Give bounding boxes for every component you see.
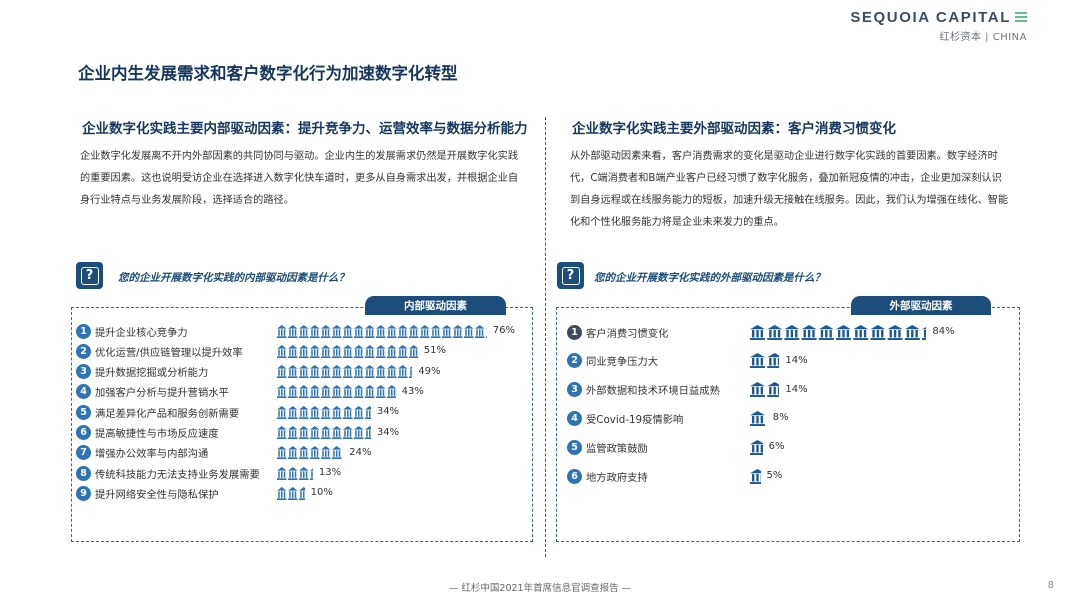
rank-marker: 7: [76, 445, 91, 461]
internal-factors-tab: 内部驱动因素: [365, 296, 506, 315]
brand-name: SEQUOIA CAPITAL: [850, 9, 1011, 26]
rank-marker: 1: [76, 323, 91, 339]
pictograph-bar: [277, 405, 371, 419]
category-label: 提升企业核心竞争力: [95, 326, 188, 339]
pictograph-bar: [750, 324, 927, 340]
category-label: 加强客户分析与提升营销水平: [95, 387, 229, 400]
value-label: 10%: [310, 487, 333, 499]
external-factors-tab: 外部驱动因素: [851, 296, 991, 315]
rank-marker: 5: [567, 439, 582, 455]
rank-marker: 8: [76, 465, 91, 481]
rank-marker: 2: [567, 353, 582, 369]
column-divider: [545, 117, 546, 557]
chart-row: 7 增强办公效率与内部沟通: [76, 444, 208, 462]
rank-marker: 1: [567, 324, 582, 340]
category-label: 客户消费习惯变化: [586, 327, 669, 340]
value-label: 13%: [318, 467, 342, 479]
chart-row: 1 提升企业核心竞争力: [76, 322, 188, 340]
category-label: 传统科技能力无法支持业务发展需要: [95, 468, 260, 481]
category-label: 同业竞争压力大: [586, 356, 659, 369]
pictograph-bar: [277, 344, 418, 358]
brand-logo: SEQUOIA CAPITAL 红杉资本 | CHINA: [850, 9, 1027, 43]
question-icon: ?: [557, 262, 584, 289]
rank-marker: 9: [76, 485, 91, 501]
chart-row: 2 优化运营/供应链管理以提升效率: [76, 342, 243, 360]
left-column-title: 企业数字化实践主要内部驱动因素：提升竞争力、运营效率与数据分析能力: [82, 121, 528, 137]
pictograph-bar: [750, 410, 765, 426]
pictograph-bar: [277, 324, 487, 338]
pictograph-bar: [750, 353, 780, 369]
value-label: 34%: [376, 406, 400, 418]
value-label: 49%: [418, 365, 441, 377]
value-label: 43%: [401, 385, 424, 397]
pictograph-bar: [277, 486, 305, 500]
right-paragraph: 从外部驱动因素来看，客户消费需求的变化是驱动企业进行数字化实践的首要因素。数字经…: [570, 151, 1009, 228]
value-label: 14%: [785, 383, 808, 395]
value-label: 6%: [768, 441, 785, 453]
chart-row: 6 地方政府支持: [567, 467, 648, 485]
left-question: 您的企业开展数字化实践的内部驱动因素是什么？: [118, 272, 349, 284]
pictograph-bar: [750, 439, 763, 455]
pictograph-bar: [750, 468, 761, 484]
chart-row: 9 提升网络安全性与隐私保护: [76, 484, 219, 502]
category-label: 增强办公效率与内部沟通: [95, 448, 209, 461]
pictograph-bar: [277, 385, 396, 399]
category-label: 受Covid-19疫情影响: [586, 413, 684, 426]
chart-row: 1 客户消费习惯变化: [567, 323, 668, 341]
chart-row: 2 同业竞争压力大: [567, 352, 658, 370]
sequoia-mark-icon: [1015, 11, 1027, 24]
rank-marker: 5: [76, 404, 91, 420]
value-label: 34%: [376, 426, 400, 438]
rank-marker: 2: [76, 343, 91, 359]
category-label: 提升网络安全性与隐私保护: [95, 488, 219, 501]
value-label: 5%: [766, 470, 783, 481]
category-label: 优化运营/供应链管理以提升效率: [95, 346, 243, 359]
value-label: 24%: [349, 446, 372, 458]
rank-marker: 6: [76, 425, 91, 440]
rank-marker: 6: [567, 468, 582, 484]
pictograph-bar: [277, 466, 313, 480]
chart-row: 8 传统科技能力无法支持业务发展需要: [76, 464, 260, 482]
pictograph-bar: [277, 426, 371, 439]
chart-row: 4 受Covid-19疫情影响: [567, 409, 683, 427]
question-icon: ?: [76, 262, 103, 289]
right-column-title: 企业数字化实践主要外部驱动因素：客户消费习惯变化: [572, 121, 896, 137]
category-label: 地方政府支持: [586, 471, 648, 484]
page-title: 企业内生发展需求和客户数字化行为加速数字化转型: [78, 64, 458, 83]
category-label: 外部数据和技术环境日益成熟: [586, 385, 720, 398]
value-label: 14%: [785, 354, 808, 366]
category-label: 提升数据挖掘或分析能力: [95, 367, 209, 380]
chart-row: 5 满足差异化产品和服务创新需要: [76, 403, 239, 421]
chart-row: 6 提高敏捷性与市场反应速度: [76, 424, 219, 442]
category-label: 满足差异化产品和服务创新需要: [95, 407, 240, 420]
value-label: 8%: [772, 412, 789, 424]
footer-text: — 红杉中国2021年首席信息官调查报告 —: [448, 583, 632, 594]
rank-marker: 4: [76, 384, 91, 400]
rank-marker: 4: [567, 410, 582, 426]
chart-row: 5 监管政策鼓励: [567, 438, 648, 456]
chart-row: 3 提升数据挖掘或分析能力: [76, 363, 208, 381]
chart-row: 4 加强客户分析与提升营销水平: [76, 383, 229, 401]
rank-marker: 3: [76, 364, 91, 380]
value-label: 51%: [423, 345, 446, 357]
category-label: 提高敏捷性与市场反应速度: [95, 428, 219, 440]
value-label: 84%: [932, 326, 955, 337]
external-factors-chart: [556, 307, 1020, 542]
rank-marker: 3: [567, 382, 582, 398]
right-question: 您的企业开展数字化实践的外部驱动因素是什么？: [594, 272, 825, 284]
brand-subtitle: 红杉资本 | CHINA: [939, 32, 1027, 43]
page-number: 8: [1047, 580, 1054, 591]
left-paragraph: 企业数字化发展离不开内外部因素的共同协同与驱动。企业内生的发展需求仍然是开展数字…: [80, 151, 519, 206]
pictograph-bar: [277, 365, 413, 379]
pictograph-bar: [750, 382, 780, 398]
chart-row: 3 外部数据和技术环境日益成熟: [567, 381, 720, 399]
pictograph-bar: [277, 446, 344, 460]
value-label: 76%: [492, 325, 515, 336]
internal-factors-chart: [71, 307, 533, 542]
category-label: 监管政策鼓励: [586, 442, 648, 455]
